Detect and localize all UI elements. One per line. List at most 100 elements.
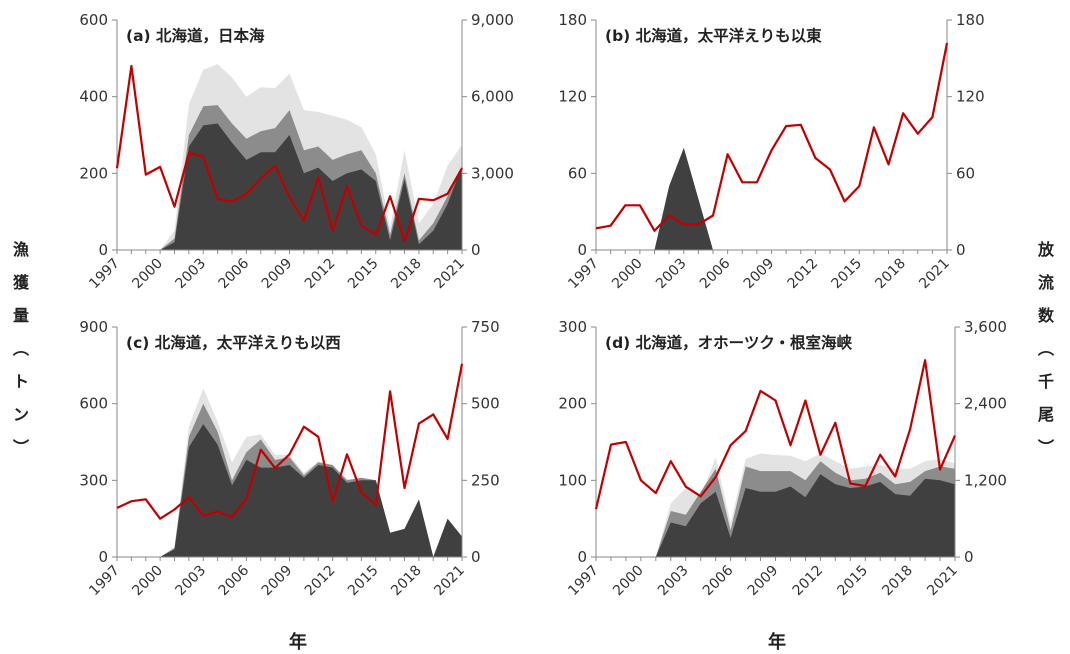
- left-y-tick-label: 600: [79, 395, 108, 413]
- x-tick-label: 2021: [924, 563, 961, 600]
- left-axis-char: 量: [12, 306, 29, 325]
- left-y-tick-label: 0: [577, 548, 587, 566]
- right-y-tick-label: 0: [956, 241, 966, 259]
- right-y-tick-label: 9,000: [471, 11, 514, 29]
- x-tick-label: 2006: [216, 255, 253, 292]
- right-y-tick-label: 3,000: [471, 164, 514, 182]
- x-tick-label: 2009: [259, 563, 296, 600]
- left-y-tick-label: 200: [558, 395, 587, 413]
- panel-title: (b) 北海道，太平洋えりも以東: [605, 26, 822, 45]
- catch-area-dark: [596, 147, 947, 250]
- right-axis-char: 千: [1037, 372, 1054, 391]
- right-y-tick-label: 180: [956, 11, 985, 29]
- x-tick-label: 2018: [388, 563, 425, 600]
- x-tick-label: 2015: [835, 563, 872, 600]
- x-tick-label: 2012: [302, 563, 339, 600]
- x-tick-label: 2003: [655, 563, 692, 600]
- left-y-tick-label: 100: [558, 471, 587, 489]
- x-tick-label: 2003: [653, 256, 690, 293]
- right-axis-char: 尾: [1037, 405, 1054, 424]
- panel-title: (d) 北海道，オホーツク・根室海峡: [605, 333, 853, 352]
- x-tick-label: 2015: [829, 256, 866, 293]
- catch-area-dark: [117, 123, 462, 250]
- left-axis-label: 漁 獲 量 ︵ ト ン ︶: [6, 233, 36, 464]
- right-y-tick-label: 2,400: [964, 395, 1007, 413]
- x-tick-label: 2006: [700, 562, 737, 599]
- x-tick-label: 1997: [565, 256, 602, 293]
- right-axis-char: 数: [1037, 306, 1054, 325]
- left-axis-char: ン: [12, 405, 29, 424]
- x-tick-label: 2000: [609, 256, 646, 293]
- left-y-tick-label: 600: [79, 11, 108, 29]
- x-tick-label: 2006: [216, 562, 253, 599]
- x-tick-label: 2021: [916, 256, 953, 293]
- left-axis-char: ︵: [12, 339, 29, 358]
- x-tick-label: 2000: [129, 563, 166, 600]
- x-tick-label: 1997: [86, 256, 123, 293]
- right-y-tick-label: 120: [956, 88, 985, 106]
- x-tick-label: 2018: [879, 563, 916, 600]
- release-line: [595, 42, 949, 232]
- left-y-tick-label: 400: [79, 88, 108, 106]
- release-line: [115, 64, 463, 243]
- x-tick-label: 2018: [388, 256, 425, 293]
- right-y-tick-label: 6,000: [471, 88, 514, 106]
- left-y-tick-label: 200: [79, 164, 108, 182]
- right-axis-char: 放: [1037, 240, 1054, 259]
- right-axis-char: ︶: [1037, 438, 1054, 457]
- left-y-tick-label: 120: [558, 88, 587, 106]
- x-tick-label: 2009: [259, 256, 296, 293]
- catch-area-dark: [596, 474, 955, 557]
- x-tick-label: 1997: [565, 563, 602, 600]
- x-tick-label: 2018: [872, 256, 909, 293]
- x-tick-label: 2012: [785, 256, 822, 293]
- left-y-tick-label: 300: [558, 318, 587, 336]
- x-tick-label: 2000: [129, 256, 166, 293]
- left-y-tick-label: 0: [98, 548, 108, 566]
- x-tick-label: 2021: [431, 563, 468, 600]
- left-axis-char: 漁: [12, 240, 29, 259]
- left-axis-char: ︶: [12, 438, 29, 457]
- x-axis-label-right: 年: [768, 632, 786, 653]
- right-y-tick-label: 750: [471, 318, 500, 336]
- right-axis-char: ︵: [1037, 339, 1054, 358]
- release-line: [116, 363, 464, 520]
- panel-title: (a) 北海道，日本海: [126, 26, 265, 45]
- x-tick-label: 2015: [345, 563, 382, 600]
- x-axis-label-left: 年: [289, 632, 307, 653]
- x-tick-label: 2012: [790, 563, 827, 600]
- x-tick-label: 2006: [697, 255, 734, 292]
- right-y-tick-label: 1,200: [964, 471, 1007, 489]
- right-y-tick-label: 0: [964, 548, 974, 566]
- x-tick-label: 2009: [741, 256, 778, 293]
- right-axis-char: 流: [1037, 273, 1054, 292]
- x-tick-label: 2003: [173, 256, 210, 293]
- left-y-tick-label: 0: [577, 241, 587, 259]
- x-tick-label: 2003: [173, 563, 210, 600]
- x-tick-label: 2015: [345, 256, 382, 293]
- right-y-tick-label: 3,600: [964, 318, 1007, 336]
- x-tick-label: 2012: [302, 256, 339, 293]
- left-axis-char: ト: [12, 372, 29, 391]
- left-axis-char: 獲: [12, 273, 29, 292]
- right-y-tick-label: 250: [471, 471, 500, 489]
- left-y-tick-label: 180: [558, 11, 587, 29]
- x-tick-label: 2000: [610, 563, 647, 600]
- right-y-tick-label: 0: [471, 548, 481, 566]
- x-tick-label: 2021: [431, 256, 468, 293]
- release-line: [594, 359, 957, 510]
- chart-panel-c: 0 300 600 900 0 250 500 750 1997 2000 2003 2006 2009…: [79, 318, 499, 599]
- right-y-tick-label: 500: [471, 395, 500, 413]
- left-y-tick-label: 900: [79, 318, 108, 336]
- x-tick-label: 1997: [86, 563, 123, 600]
- right-axis-label: 放 流 数 ︵ 千 尾 ︶: [1031, 233, 1061, 464]
- left-y-tick-label: 0: [98, 241, 108, 259]
- x-tick-label: 2009: [745, 563, 782, 600]
- catch-area-dark: [117, 424, 462, 557]
- panel-title: (c) 北海道，太平洋えりも以西: [126, 333, 341, 352]
- right-y-tick-label: 0: [471, 241, 481, 259]
